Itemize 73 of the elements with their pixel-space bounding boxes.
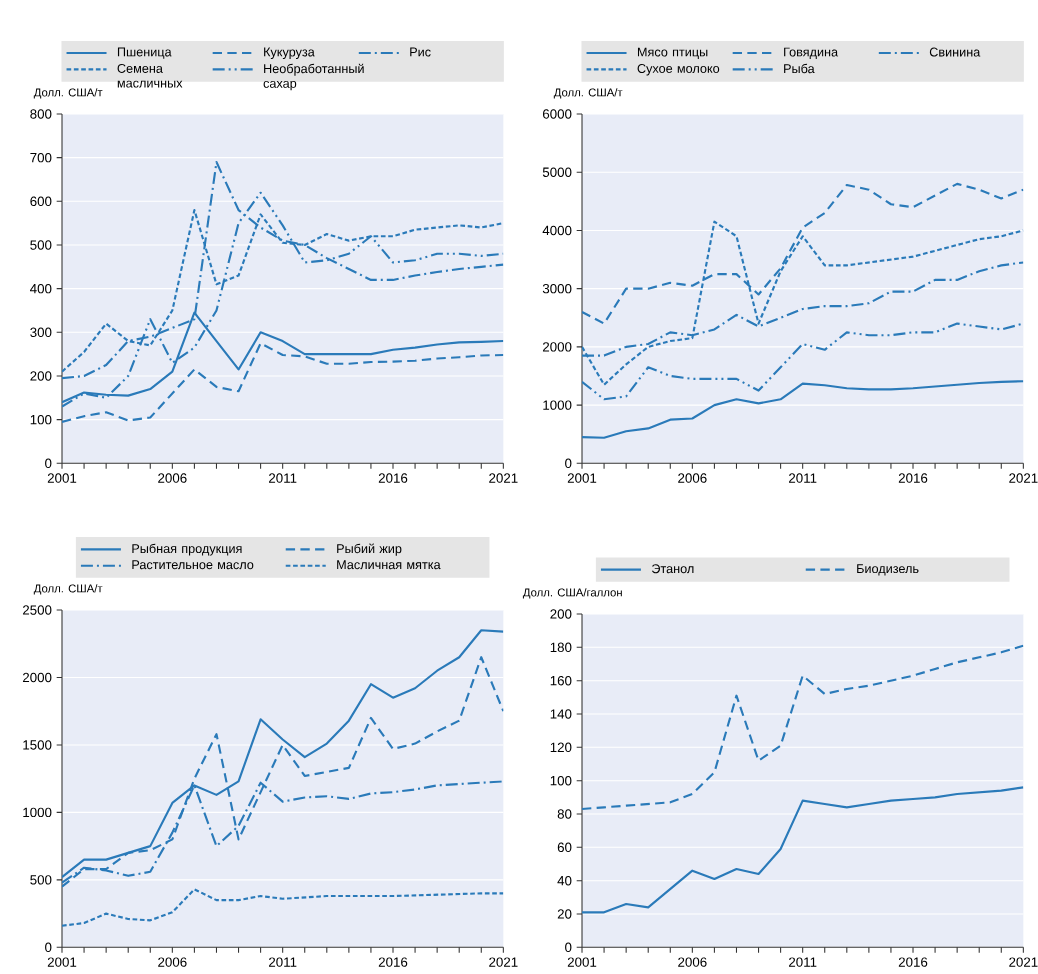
y-tick-label: 300 — [30, 327, 52, 338]
x-tick-label: 2001 — [47, 957, 77, 967]
y-tick-label: 2000 — [22, 672, 52, 683]
x-tick-label: 2011 — [789, 473, 817, 483]
x-tick-label: 2006 — [678, 957, 707, 967]
y-tick-label: 500 — [30, 875, 52, 885]
y-tick-label: 800 — [30, 109, 52, 119]
x-tick-label: 2001 — [567, 957, 597, 967]
x-tick-label: 2006 — [158, 957, 187, 967]
x-tick-label: 2001 — [567, 473, 597, 483]
y-tick-label: 0 — [45, 942, 52, 953]
y-tick-label: 3000 — [542, 283, 572, 294]
y-tick-label: 200 — [550, 609, 572, 619]
x-tick-label: 2021 — [489, 473, 518, 483]
y-tick-label: 80 — [557, 809, 572, 819]
y-tick-label: 1000 — [23, 807, 52, 818]
x-tick-label: 2006 — [678, 473, 707, 483]
legend-label: Этанол — [651, 564, 694, 574]
y-tick-label: 400 — [30, 283, 52, 294]
y-tick-label: 1500 — [23, 740, 52, 750]
y-tick-label: 40 — [557, 875, 572, 886]
y-tick-label: 5000 — [542, 167, 572, 177]
y-axis-title: Долл. США/т — [33, 88, 103, 99]
y-tick-label: 6000 — [542, 109, 572, 119]
x-tick-label: 2021 — [1009, 957, 1038, 967]
x-tick-label: 2021 — [1009, 473, 1038, 483]
y-tick-label: 60 — [557, 842, 572, 853]
y-tick-label: 20 — [557, 909, 572, 919]
x-tick-label: 2016 — [898, 473, 928, 483]
legend-label: Свинина — [929, 47, 981, 57]
y-tick-label: 160 — [550, 675, 572, 686]
y-tick-label: 0 — [565, 942, 572, 953]
y-tick-label: 700 — [30, 152, 52, 163]
x-tick-label: 2016 — [378, 957, 408, 967]
legend-label: Мясо птицы — [637, 47, 708, 59]
y-tick-label: 200 — [30, 371, 52, 381]
x-tick-label: 2001 — [47, 473, 77, 483]
legend-label: Пшеница — [117, 47, 172, 59]
legend-label: Растительное масло — [132, 560, 254, 570]
x-tick-label: 2016 — [898, 957, 928, 967]
y-tick-label: 100 — [550, 775, 572, 786]
legend-label: Биодизель — [857, 564, 919, 576]
y-tick-label: 180 — [550, 642, 572, 653]
y-tick-label: 0 — [565, 458, 572, 469]
x-tick-label: 2011 — [269, 473, 297, 483]
y-tick-label: 500 — [30, 240, 52, 250]
x-tick-label: 2006 — [158, 473, 187, 483]
legend-label: Кукуруза — [264, 47, 315, 59]
legend-label: Масличная мятка — [337, 560, 441, 570]
x-tick-label: 2016 — [378, 473, 408, 483]
legend-label: Сухое молоко — [637, 63, 720, 76]
y-axis-title: Долл. США/галлон — [522, 588, 622, 599]
y-tick-label: 100 — [30, 414, 52, 425]
y-tick-label: 140 — [550, 709, 572, 719]
y-axis-title: Долл. США/т — [553, 88, 623, 99]
y-tick-label: 120 — [550, 742, 572, 753]
x-tick-label: 2011 — [269, 957, 297, 967]
legend-label: Говядина — [784, 47, 839, 59]
x-tick-label: 2021 — [489, 957, 518, 967]
y-axis-title: Долл. США/т — [33, 584, 103, 595]
legend-label: Рыба — [784, 63, 815, 74]
legend-label: Семена масличных — [117, 63, 183, 88]
y-tick-label: 600 — [30, 196, 52, 207]
legend-label: Рыбий жир — [337, 543, 402, 556]
legend-label: Рыбная продукция — [132, 543, 242, 556]
y-tick-label: 4000 — [542, 225, 572, 236]
legend-label: Необработанный сахар — [263, 63, 364, 91]
x-tick-label: 2011 — [789, 957, 817, 967]
y-tick-label: 0 — [45, 458, 52, 469]
y-tick-label: 1000 — [543, 400, 572, 410]
y-tick-label: 2500 — [22, 605, 52, 615]
legend-label: Рис — [410, 47, 431, 57]
y-tick-label: 2000 — [542, 342, 572, 352]
